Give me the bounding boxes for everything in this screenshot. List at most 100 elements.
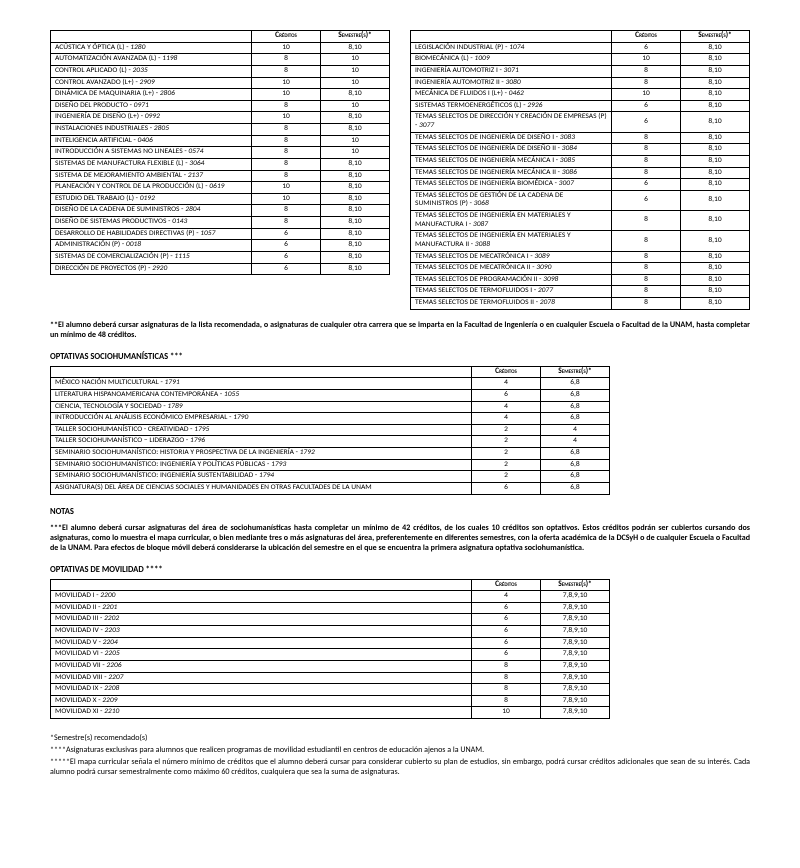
cell-credits: 8 (612, 274, 681, 286)
table-row: MOVILIDAD III - 220267,8,9,10 (51, 614, 610, 626)
cell-name: TEMAS SELECTOS DE INGENIERÍA BIOMÉDICA -… (411, 179, 612, 191)
cell-name: TEMAS SELECTOS DE INGENIERÍA DE DISEÑO I… (411, 144, 612, 156)
cell-credits: 8 (612, 211, 681, 231)
cell-name: SISTEMAS TERMOENERGÉTICOS (L) - 2926 (411, 100, 612, 112)
cell-name: MÉXICO NACIÓN MULTICULTURAL - 1791 (51, 378, 472, 390)
cell-credits: 8 (472, 672, 541, 684)
cell-name: TEMAS SELECTOS DE PROGRAMACIÓN II - 3098 (411, 274, 612, 286)
cell-credits: 8 (252, 124, 321, 136)
cell-credits: 10 (612, 54, 681, 66)
th-credits: Créditos (472, 579, 541, 591)
cell-credits: 8 (252, 65, 321, 77)
cell-name: TEMAS SELECTOS DE TERMOFLUIDOS I - 2077 (411, 286, 612, 298)
cell-credits: 8 (472, 684, 541, 696)
cell-credits: 8 (612, 251, 681, 263)
table-row: BIOMECÁNICA (L) - 1009108,10 (411, 54, 750, 66)
table-row: TEMAS SELECTOS DE GESTIÓN DE LA CADENA D… (411, 190, 750, 210)
cell-sem: 8,10 (681, 167, 750, 179)
notas-title: NOTAS (50, 507, 750, 517)
table-row: DESARROLLO DE HABILIDADES DIRECTIVAS (P)… (51, 228, 390, 240)
table-row: MOVILIDAD VI - 220567,8,9,10 (51, 649, 610, 661)
cell-name: SEMINARIO SOCIOHUMANÍSTICO: INGENIERÍA Y… (51, 459, 472, 471)
cell-name: INTRODUCCIÓN AL ANÁLISIS ECONÓMICO EMPRE… (51, 413, 472, 425)
cell-credits: 8 (612, 132, 681, 144)
cell-name: INSTALACIONES INDUSTRIALES - 2805 (51, 124, 252, 136)
table-row: CONTROL AVANZADO (L+) - 29091010 (51, 77, 390, 89)
cell-name: TALLER SOCIOHUMANÍSTICO – LIDERAZGO - 17… (51, 436, 472, 448)
cell-name: INGENIERÍA AUTOMOTRIZ II - 3080 (411, 77, 612, 89)
table-row: MOVILIDAD I - 220047,8,9,10 (51, 591, 610, 603)
cell-credits: 8 (252, 205, 321, 217)
table-row: ADMINISTRACIÓN (P) - 001868,10 (51, 240, 390, 252)
cell-name: INTELIGENCIA ARTIFICIAL - 0406 (51, 135, 252, 147)
cell-credits: 6 (612, 100, 681, 112)
cell-credits: 8 (252, 100, 321, 112)
table-row: TEMAS SELECTOS DE MECATRÓNICA I - 308988… (411, 251, 750, 263)
table-row: SEMINARIO SOCIOHUMANÍSTICO: HISTORIA Y P… (51, 448, 610, 460)
right-table: Créditos Semestre(s)* LEGISLACIÓN INDUST… (410, 30, 750, 310)
cell-credits: 6 (472, 602, 541, 614)
cell-sem: 10 (321, 65, 390, 77)
notas-text: ***El alumno deberá cursar asignaturas d… (50, 523, 750, 553)
cell-name: MOVILIDAD IV - 2203 (51, 626, 472, 638)
cell-sem: 7,8,9,10 (541, 637, 610, 649)
table-row: AUTOMATIZACIÓN AVANZADA (L) - 1198810 (51, 54, 390, 66)
cell-name: TEMAS SELECTOS DE INGENIERÍA MECÁNICA I … (411, 155, 612, 167)
cell-sem: 10 (321, 147, 390, 159)
table-row: MOVILIDAD VII - 220687,8,9,10 (51, 660, 610, 672)
cell-credits: 4 (472, 401, 541, 413)
cell-sem: 8,10 (681, 112, 750, 132)
cell-sem: 8,10 (681, 190, 750, 210)
cell-name: CONTROL APLICADO (L) - 2035 (51, 65, 252, 77)
cell-sem: 8,10 (321, 263, 390, 275)
cell-credits: 6 (472, 649, 541, 661)
cell-name: DINÁMICA DE MAQUINARIA (L+) - 2806 (51, 89, 252, 101)
cell-credits: 8 (252, 217, 321, 229)
table-row: SISTEMA DE MEJORAMIENTO AMBIENTAL - 2137… (51, 170, 390, 182)
table-row: MÉXICO NACIÓN MULTICULTURAL - 179146,8 (51, 378, 610, 390)
th-sem: Semestre(s)* (541, 366, 610, 378)
cell-sem: 7,8,9,10 (541, 684, 610, 696)
th-sem: Semestre(s)* (321, 31, 390, 43)
cell-name: DISEÑO DE LA CADENA DE SUMINISTROS - 280… (51, 205, 252, 217)
table-row: DISEÑO DE LA CADENA DE SUMINISTROS - 280… (51, 205, 390, 217)
cell-sem: 6,8 (541, 482, 610, 494)
cell-sem: 8,10 (321, 42, 390, 54)
cell-name: TEMAS SELECTOS DE MECATRÓNICA I - 3089 (411, 251, 612, 263)
cell-name: TEMAS SELECTOS DE DIRECCIÓN Y CREACIÓN D… (411, 112, 612, 132)
cell-credits: 6 (472, 614, 541, 626)
cell-name: ADMINISTRACIÓN (P) - 0018 (51, 240, 252, 252)
cell-sem: 8,10 (321, 89, 390, 101)
cell-sem: 8,10 (681, 179, 750, 191)
cell-sem: 8,10 (681, 65, 750, 77)
cell-name: PLANEACIÓN Y CONTROL DE LA PRODUCCIÓN (L… (51, 182, 252, 194)
cell-sem: 7,8,9,10 (541, 649, 610, 661)
cell-name: TEMAS SELECTOS DE INGENIERÍA EN MATERIAL… (411, 211, 612, 231)
cell-name: SISTEMA DE MEJORAMIENTO AMBIENTAL - 2137 (51, 170, 252, 182)
table-row: INTRODUCCIÓN A SISTEMAS NO LINEALES - 05… (51, 147, 390, 159)
cell-name: MOVILIDAD X - 2209 (51, 695, 472, 707)
cell-credits: 10 (252, 182, 321, 194)
cell-sem: 8,10 (681, 298, 750, 310)
table-row: TEMAS SELECTOS DE TERMOFLUIDOS I - 20778… (411, 286, 750, 298)
cell-credits: 8 (472, 695, 541, 707)
cell-credits: 10 (252, 89, 321, 101)
th-credits: Créditos (252, 31, 321, 43)
movilidad-table: Créditos Semestre(s)* MOVILIDAD I - 2200… (50, 579, 610, 720)
cell-sem: 8,10 (681, 263, 750, 275)
table-row: ESTUDIO DEL TRABAJO (L) - 0192108,10 (51, 193, 390, 205)
cell-sem: 8,10 (321, 170, 390, 182)
cell-name: ACÚSTICA Y ÓPTICA (L) - 1280 (51, 42, 252, 54)
table-row: TEMAS SELECTOS DE INGENIERÍA DE DISEÑO I… (411, 144, 750, 156)
table-row: DINÁMICA DE MAQUINARIA (L+) - 2806108,10 (51, 89, 390, 101)
cell-sem: 6,8 (541, 459, 610, 471)
table-row: SISTEMAS DE MANUFACTURA FLEXIBLE (L) - 3… (51, 158, 390, 170)
cell-credits: 2 (472, 436, 541, 448)
cell-name: DIRECCIÓN DE PROYECTOS (P) - 2920 (51, 263, 252, 275)
cell-credits: 6 (252, 263, 321, 275)
cell-sem: 8,10 (681, 251, 750, 263)
cell-credits: 8 (612, 286, 681, 298)
cell-sem: 6,8 (541, 389, 610, 401)
cell-sem: 8,10 (321, 217, 390, 229)
table-row: TEMAS SELECTOS DE INGENIERÍA BIOMÉDICA -… (411, 179, 750, 191)
